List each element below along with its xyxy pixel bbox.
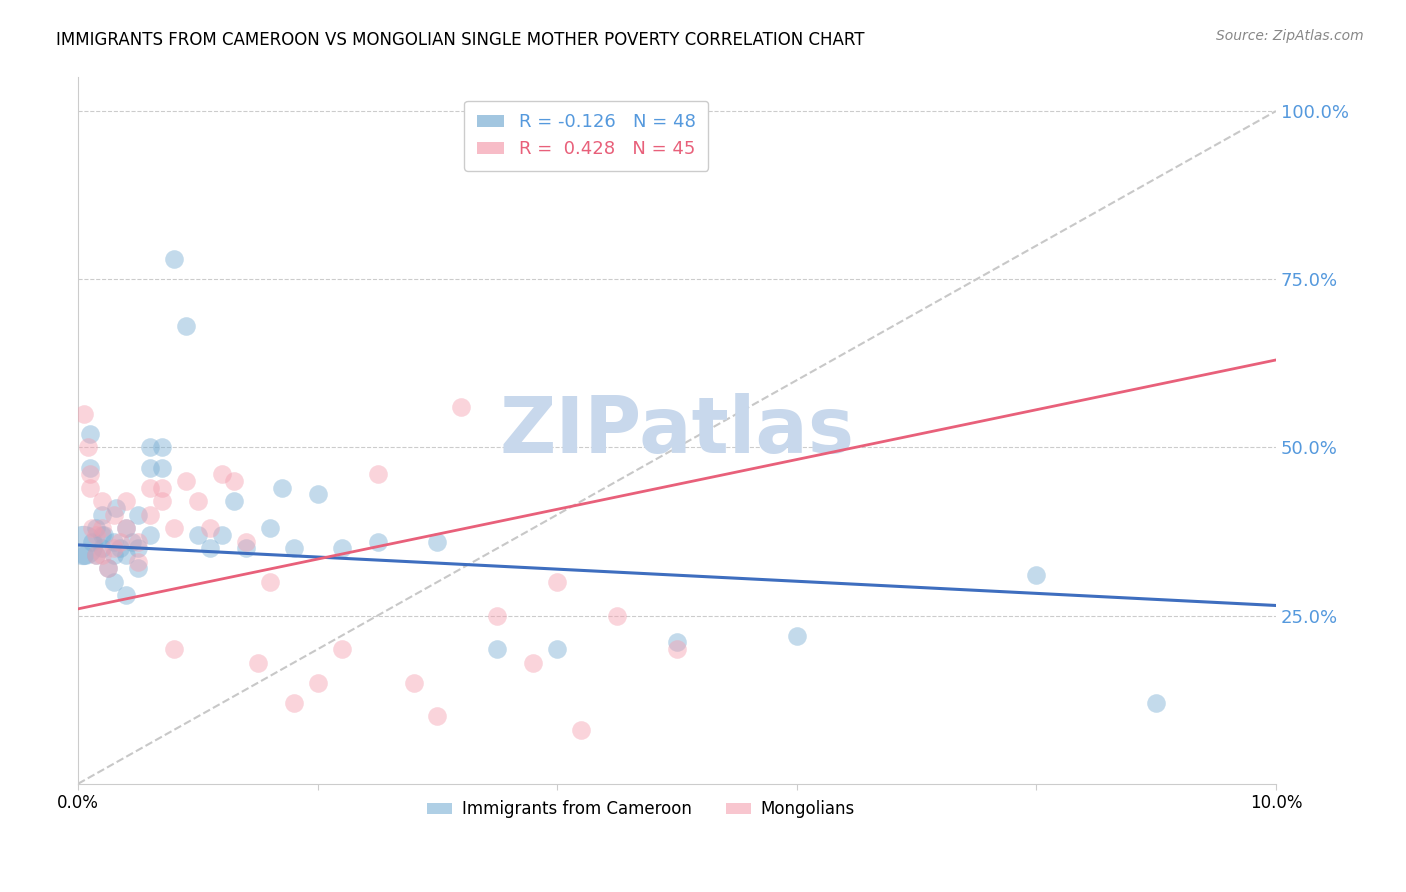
Point [103,541,125,556]
Point [198,541,221,556]
Point [79,460,101,475]
Point [569,723,592,737]
Point [115,494,138,508]
Point [222,494,245,508]
Point [73,548,96,562]
Point [103,534,125,549]
Point [84,528,107,542]
Point [259,574,281,589]
Point [235,534,257,549]
Point [150,441,173,455]
Point [666,642,689,657]
Point [1025,568,1047,582]
Point [115,548,138,562]
Point [139,508,162,522]
Point [93,528,115,542]
Point [666,635,689,649]
Point [1144,696,1167,710]
Point [127,561,149,575]
Point [97,561,120,575]
Point [259,521,281,535]
Point [73,407,96,421]
Point [115,588,138,602]
Point [450,400,472,414]
Point [163,252,186,266]
Point [82,534,104,549]
Point [307,487,329,501]
Point [76,441,98,455]
Point [402,676,425,690]
Point [283,541,305,556]
Point [222,474,245,488]
Point [127,534,149,549]
Point [235,541,257,556]
Point [115,521,138,535]
Legend: Immigrants from Cameroon, Mongolians: Immigrants from Cameroon, Mongolians [420,794,862,825]
Point [150,460,173,475]
Point [606,608,628,623]
Point [121,534,143,549]
Point [91,521,114,535]
Point [211,528,233,542]
Point [103,574,125,589]
Point [91,494,114,508]
Point [211,467,233,482]
Point [270,481,292,495]
Point [115,521,138,535]
Point [139,528,162,542]
Point [91,548,114,562]
Point [79,467,101,482]
Point [91,541,114,556]
Point [127,508,149,522]
Point [187,528,209,542]
Point [283,696,305,710]
Point [187,494,209,508]
Point [79,481,101,495]
Text: ZIPatlas: ZIPatlas [499,392,855,468]
Point [91,508,114,522]
Text: Source: ZipAtlas.com: Source: ZipAtlas.com [1216,29,1364,43]
Point [150,494,173,508]
Point [174,474,197,488]
Point [367,534,389,549]
Point [486,642,509,657]
Point [163,642,186,657]
Point [72,538,94,552]
Point [79,426,101,441]
Point [246,656,269,670]
Point [426,534,449,549]
Point [330,541,353,556]
Point [367,467,389,482]
Point [139,481,162,495]
Point [174,319,197,334]
Point [127,555,149,569]
Point [426,709,449,723]
Point [163,521,186,535]
Point [91,528,114,542]
Point [108,534,131,549]
Point [198,521,221,535]
Point [108,541,131,556]
Point [105,500,128,515]
Point [139,441,162,455]
Point [139,460,162,475]
Point [546,642,568,657]
Point [84,521,107,535]
Point [103,508,125,522]
Point [127,541,149,556]
Point [330,642,353,657]
Point [786,629,808,643]
Point [522,656,544,670]
Point [84,548,107,562]
Point [546,574,568,589]
Text: IMMIGRANTS FROM CAMEROON VS MONGOLIAN SINGLE MOTHER POVERTY CORRELATION CHART: IMMIGRANTS FROM CAMEROON VS MONGOLIAN SI… [56,31,865,49]
Point [307,676,329,690]
Point [82,521,104,535]
Point [97,561,120,575]
Point [103,548,125,562]
Point [84,548,107,562]
Point [150,481,173,495]
Point [486,608,509,623]
